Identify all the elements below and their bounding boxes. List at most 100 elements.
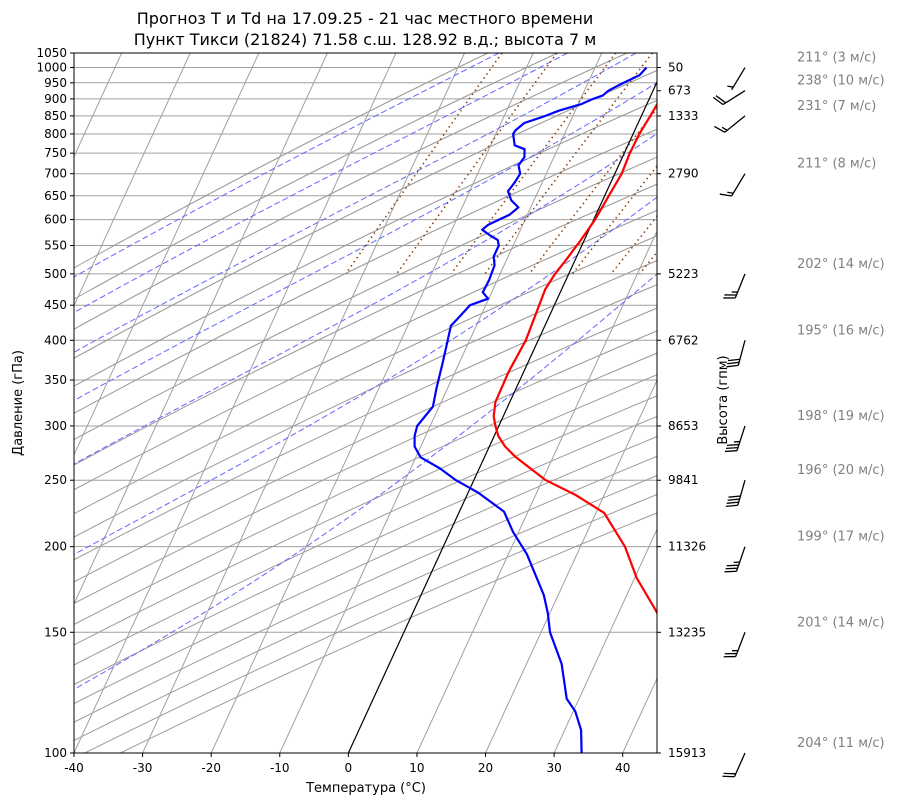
height-tick-label: 15913	[668, 746, 706, 760]
y-tick-label: 900	[44, 92, 67, 106]
wind-label: 211° (8 м/с)	[797, 157, 876, 172]
wind-barb	[724, 425, 746, 453]
y-tick-label: 350	[44, 373, 67, 387]
isotherm-line	[484, 379, 657, 753]
y-tick-label: 150	[44, 625, 67, 639]
x-tick-label: 0	[345, 761, 353, 775]
x-tick-label: -40	[64, 761, 84, 775]
height-tick-label: 2790	[668, 167, 699, 181]
height-tick-label: 5223	[668, 267, 699, 281]
dry-adiabat	[74, 209, 657, 491]
dry-adiabat	[74, 99, 657, 387]
dry-adiabat	[74, 415, 657, 685]
moist-adiabat	[74, 53, 500, 278]
zero-degree-isotherm	[347, 80, 657, 753]
y-tick-label: 1050	[36, 46, 67, 60]
plot-frame	[73, 52, 658, 754]
y-tick-label: 850	[44, 109, 67, 123]
mixing-ratio-line	[345, 53, 503, 275]
y-tick-label: 750	[44, 146, 67, 160]
wind-label: 202° (14 м/с)	[797, 257, 885, 272]
y-tick-label: 300	[44, 419, 67, 433]
x-axis-ticks: -40 -30 -20 -10 0 10 20 30 40	[64, 753, 630, 775]
mixing-ratio-lines	[345, 53, 657, 275]
moist-adiabat	[74, 133, 657, 465]
skewed-isotherms	[74, 53, 657, 753]
isotherm-line	[553, 528, 657, 753]
dry-adiabat	[74, 374, 657, 646]
isotherm-line	[74, 53, 328, 606]
wind-barb	[724, 546, 746, 573]
wind-barb	[723, 273, 746, 299]
isotherm-line	[142, 53, 466, 753]
wind-label: 198° (19 м/с)	[797, 409, 885, 424]
dry-adiabat	[74, 53, 628, 330]
wind-barb	[723, 632, 746, 658]
moist-adiabats	[74, 53, 657, 690]
wind-barb	[712, 90, 746, 106]
x-tick-label: 40	[615, 761, 630, 775]
dry-adiabat	[74, 53, 558, 300]
height-tick-label: 13235	[668, 625, 706, 639]
y-tick-label: 400	[44, 333, 67, 347]
height-tick-label: 50	[668, 61, 683, 75]
y-tick-label: 700	[44, 167, 67, 181]
y-tick-label: 1000	[36, 61, 67, 75]
x-tick-label: 20	[478, 761, 493, 775]
dry-adiabat	[83, 493, 657, 753]
dry-adiabat	[74, 260, 657, 538]
height-axis-label: Высота (гпм)	[716, 355, 731, 444]
dry-adiabat	[119, 512, 657, 753]
dry-adiabat	[74, 156, 657, 441]
dry-adiabat	[74, 69, 657, 359]
isotherm-line	[74, 53, 260, 456]
height-tick-label: 11326	[668, 540, 706, 554]
moist-adiabat	[74, 53, 637, 353]
chart-subtitle: Пункт Тикси (21824) 71.58 с.ш. 128.92 в.…	[134, 30, 597, 49]
isotherm-line	[279, 53, 603, 753]
dry-adiabat	[74, 183, 657, 466]
wind-barbs: 204° (11 м/с) 201° (14 м/с) 199° (17 м/с) 1…	[712, 51, 885, 778]
y-tick-label: 600	[44, 213, 67, 227]
y-tick-label: 550	[44, 238, 67, 252]
dry-adiabat	[74, 128, 657, 414]
dry-adiabat	[74, 395, 657, 666]
zero-isotherm	[347, 80, 657, 753]
mixing-ratio-line	[528, 107, 657, 275]
moist-adiabat	[74, 196, 657, 555]
wind-label: 195° (16 м/с)	[797, 323, 885, 338]
wind-barb	[726, 340, 746, 368]
y-tick-label: 950	[44, 76, 67, 90]
wind-barb	[727, 67, 746, 91]
x-axis-label: Температура (°C)	[305, 781, 426, 796]
moist-adiabat	[74, 273, 657, 690]
x-tick-label: -30	[133, 761, 153, 775]
temperature-profile	[492, 102, 657, 616]
height-tick-label: 673	[668, 84, 691, 98]
dry-adiabat	[74, 330, 657, 604]
x-tick-label: -20	[201, 761, 221, 775]
height-tick-label: 9841	[668, 473, 699, 487]
wind-label: 211° (3 м/с)	[797, 51, 876, 66]
height-tick-label: 8653	[668, 419, 699, 433]
dry-adiabat	[74, 53, 489, 269]
y-tick-label: 800	[44, 127, 67, 141]
y-tick-label: 100	[44, 746, 67, 760]
y-axis-ticks: 100 150 200 250 300 350 400 450 500 550 600 650 700 7…	[36, 46, 74, 760]
x-tick-label: 10	[409, 761, 424, 775]
dry-adiabat	[74, 475, 657, 742]
x-tick-label: 30	[546, 761, 561, 775]
y-axis-label: Давление (гПа)	[11, 350, 26, 456]
dry-adiabat	[74, 436, 657, 705]
profile-lines	[413, 66, 657, 753]
isotherm-line	[416, 229, 657, 753]
y-tick-label: 650	[44, 189, 67, 203]
y-tick-label: 500	[44, 267, 67, 281]
dry-adiabat	[74, 235, 657, 515]
moist-adiabat	[74, 53, 568, 314]
height-tick-label: 6762	[668, 333, 699, 347]
x-tick-label: -10	[270, 761, 290, 775]
wind-label: 199° (17 м/с)	[797, 530, 885, 545]
